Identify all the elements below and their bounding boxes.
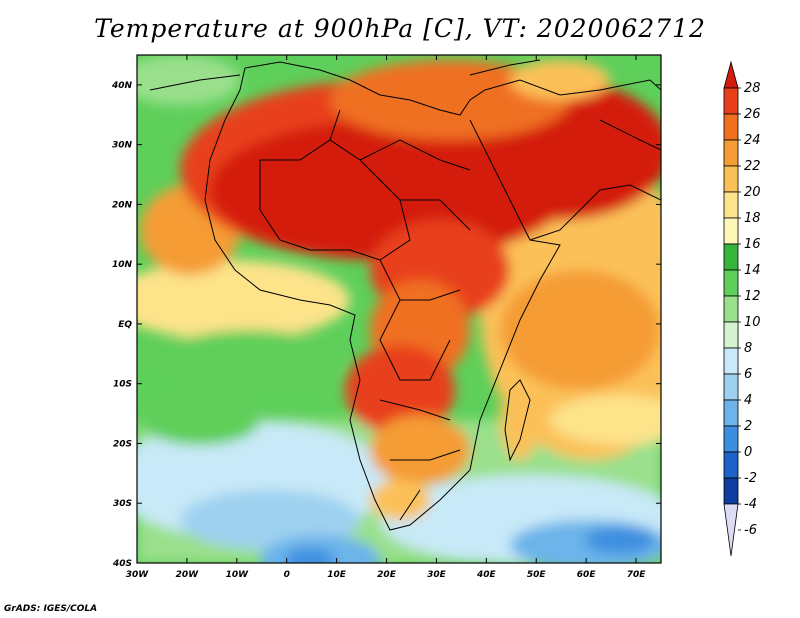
colorbar-label: -2 <box>744 471 757 486</box>
lat-tick-label: 10N <box>112 260 133 270</box>
colorbar-label: 28 <box>744 81 761 96</box>
lon-tick-label: 10E <box>327 570 347 580</box>
credit-text: GrADS: IGES/COLA <box>4 604 98 614</box>
colorbar-bottom-arrow <box>723 503 739 557</box>
colorbar-label: 4 <box>744 393 752 408</box>
map-title: Temperature at 900hPa [C], VT: 202006271… <box>94 14 706 43</box>
colorbar-swatch <box>723 347 739 375</box>
temperature-field <box>137 55 661 563</box>
colorbar-label: 22 <box>744 159 761 174</box>
lat-tick-label: 40N <box>111 81 133 91</box>
lon-tick-label: 20W <box>176 570 200 580</box>
lat-tick-label: 30N <box>112 141 133 151</box>
colorbar-label: -4 <box>744 497 757 512</box>
colorbar-swatch <box>723 373 739 401</box>
colorbar-label: 10 <box>744 315 761 330</box>
coastlines <box>149 59 661 531</box>
colorbar-label: 26 <box>744 107 761 122</box>
colorbar-swatch <box>723 295 739 323</box>
colorbar-swatch <box>723 191 739 219</box>
lat-tick-label: EQ <box>118 320 132 330</box>
lat-tick-label: 10S <box>113 380 132 390</box>
colorbar-swatch <box>723 139 739 167</box>
colorbar-label: 24 <box>744 133 761 148</box>
colorbar-label: 18 <box>744 211 761 226</box>
lat-tick-label: 30S <box>113 499 132 509</box>
colorbar-swatch <box>723 87 739 115</box>
latitude-axis: 40N 30N 20N 10N EQ 10S 20S 30S 40S <box>111 81 661 569</box>
lon-tick-label: 60E <box>577 570 597 580</box>
lon-tick-label: 0 <box>284 570 290 580</box>
colorbar-label: 14 <box>744 263 761 278</box>
colorbar-label: 12 <box>744 289 761 304</box>
colorbar-swatch <box>723 451 739 479</box>
lon-tick-label: 40E <box>476 570 497 580</box>
lon-tick-label: 30E <box>427 570 447 580</box>
colorbar-label: 20 <box>744 185 761 200</box>
colorbar-label: 6 <box>744 367 752 382</box>
colorbar-swatch <box>723 321 739 349</box>
colorbar-swatch <box>723 243 739 271</box>
longitude-axis: 30W 20W 10W 0 10E 20E 30E 40E 50E 60E 70E <box>126 55 646 580</box>
colorbar-swatch <box>723 217 739 245</box>
lat-tick-label: 40S <box>112 559 132 569</box>
colorbar-swatch <box>723 113 739 141</box>
lon-tick-label: 70E <box>627 570 647 580</box>
lon-tick-label: 20E <box>377 570 397 580</box>
lon-tick-label: 10W <box>226 570 250 580</box>
lat-tick-label: 20S <box>113 439 132 449</box>
colorbar-swatch <box>723 425 739 453</box>
colorbar-label: 8 <box>744 341 752 356</box>
colorbar-swatch <box>723 269 739 297</box>
colorbar-top-arrow <box>723 60 739 89</box>
colorbar-swatch <box>723 165 739 193</box>
colorbar-swatch <box>723 477 739 505</box>
colorbar-label: 0 <box>744 445 752 460</box>
colorbar-label: 2 <box>744 419 752 434</box>
colorbar-label: -6 <box>744 523 757 538</box>
map-frame <box>136 54 662 564</box>
colorbar-label: 16 <box>744 237 761 252</box>
lat-tick-label: 20N <box>112 200 133 210</box>
lon-tick-label: 30W <box>126 570 150 580</box>
lon-tick-label: 50E <box>527 570 547 580</box>
colorbar-swatch <box>723 399 739 427</box>
